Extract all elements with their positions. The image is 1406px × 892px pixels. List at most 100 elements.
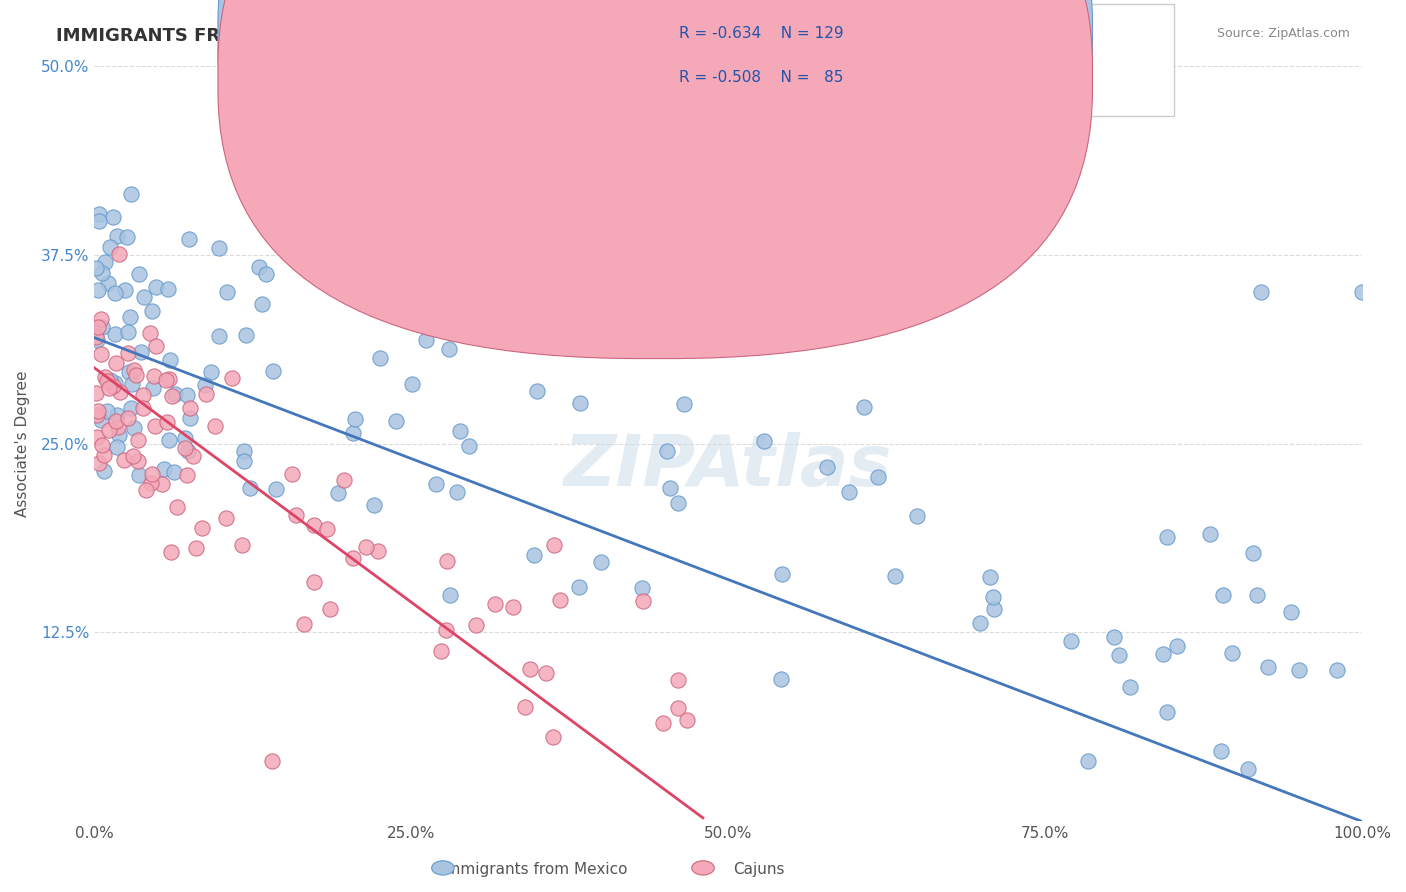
Point xyxy=(262,363,284,377)
Point xyxy=(569,396,592,410)
Point xyxy=(98,374,121,388)
Text: IMMIGRANTS FROM MEXICO VS CAJUN ASSOCIATE'S DEGREE CORRELATION CHART: IMMIGRANTS FROM MEXICO VS CAJUN ASSOCIAT… xyxy=(56,27,886,45)
Point xyxy=(367,292,389,306)
Point xyxy=(264,482,287,496)
Point xyxy=(104,376,127,390)
Point xyxy=(90,347,112,361)
Point xyxy=(122,449,145,463)
Point xyxy=(215,285,238,299)
Point xyxy=(134,289,156,303)
Point xyxy=(166,500,188,514)
Point xyxy=(174,431,197,445)
Point xyxy=(1166,639,1188,653)
Point xyxy=(208,241,231,255)
Point xyxy=(143,418,166,433)
Point xyxy=(526,384,548,398)
Point xyxy=(439,589,461,603)
Point xyxy=(666,496,689,510)
Point xyxy=(108,384,131,399)
Point xyxy=(363,498,385,512)
Point xyxy=(315,522,337,536)
Point xyxy=(93,464,115,478)
Point xyxy=(104,327,127,342)
Text: ZIPAtlas: ZIPAtlas xyxy=(564,432,893,500)
Point xyxy=(107,420,129,434)
Point xyxy=(118,310,141,325)
Point xyxy=(179,411,201,425)
Point xyxy=(97,381,120,395)
Point xyxy=(94,370,117,384)
Point xyxy=(98,240,121,254)
Point xyxy=(449,424,471,438)
Point xyxy=(124,362,146,376)
Point xyxy=(132,401,155,415)
Point xyxy=(117,346,139,360)
Point xyxy=(87,319,110,334)
Point xyxy=(84,386,107,401)
Point xyxy=(221,371,243,385)
Point xyxy=(515,700,537,714)
Point xyxy=(195,387,218,401)
Point xyxy=(519,662,541,676)
Point xyxy=(385,414,408,428)
Point xyxy=(1102,630,1125,644)
Point xyxy=(425,477,447,491)
Point xyxy=(105,413,128,427)
Point xyxy=(208,329,231,343)
Point xyxy=(120,401,142,416)
Point xyxy=(200,365,222,379)
Point xyxy=(368,351,391,366)
Point xyxy=(1246,588,1268,602)
Point xyxy=(1156,530,1178,544)
Point xyxy=(127,454,149,468)
Point xyxy=(179,401,201,415)
Point xyxy=(675,713,697,727)
Point xyxy=(105,229,128,244)
Point xyxy=(156,415,179,429)
Point xyxy=(135,483,157,497)
Point xyxy=(125,368,148,382)
Point xyxy=(1152,647,1174,661)
Point xyxy=(1351,285,1374,300)
Point xyxy=(367,544,389,558)
Point xyxy=(117,325,139,339)
Point xyxy=(1209,744,1232,758)
Point xyxy=(194,378,217,392)
Point xyxy=(523,549,546,563)
Point xyxy=(186,541,208,556)
Point xyxy=(128,267,150,281)
Point xyxy=(86,430,108,444)
Point xyxy=(333,473,356,487)
Text: Cajuns: Cajuns xyxy=(734,863,785,877)
Point xyxy=(1326,663,1348,677)
Point xyxy=(155,372,177,386)
Point xyxy=(121,377,143,392)
Point xyxy=(1108,648,1130,662)
Point xyxy=(543,538,565,552)
Point xyxy=(907,240,929,254)
Point xyxy=(437,342,460,356)
Point xyxy=(342,426,364,441)
Point xyxy=(631,593,654,607)
Point xyxy=(132,388,155,402)
Point xyxy=(128,468,150,483)
Point xyxy=(90,412,112,426)
Point xyxy=(191,521,214,535)
Point xyxy=(1156,706,1178,720)
Point xyxy=(543,730,565,744)
Point xyxy=(589,555,612,569)
Point xyxy=(86,333,108,347)
Point xyxy=(179,231,201,245)
Point xyxy=(97,276,120,290)
Point xyxy=(430,644,453,658)
Point xyxy=(215,511,238,525)
Point xyxy=(96,404,118,418)
Point xyxy=(86,404,108,418)
Point xyxy=(668,673,690,688)
Point xyxy=(436,554,458,568)
Point xyxy=(152,477,174,491)
Y-axis label: Associate's Degree: Associate's Degree xyxy=(15,370,30,516)
Point xyxy=(139,475,162,490)
Point xyxy=(90,311,112,326)
Point xyxy=(983,602,1005,616)
